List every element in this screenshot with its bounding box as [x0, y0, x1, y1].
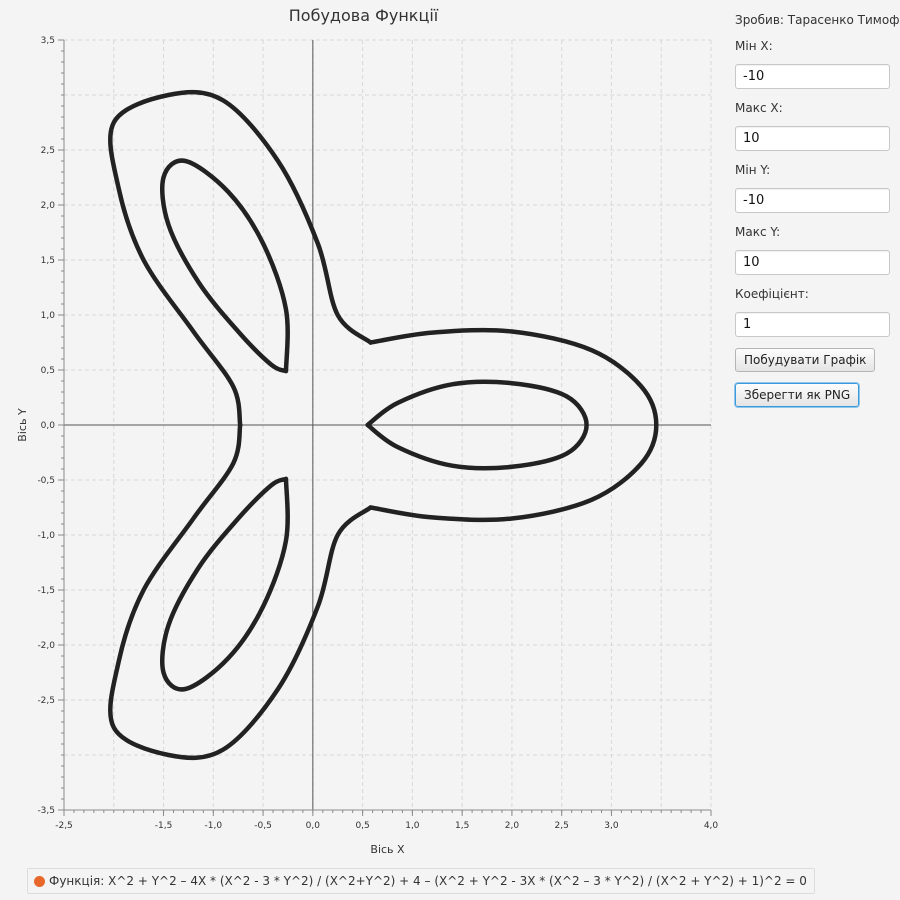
legend-series-dot [34, 875, 45, 887]
chart-title: Побудова Функції [288, 6, 439, 25]
y-tick-label: -2,0 [37, 641, 55, 651]
y-tick-label: 2,5 [41, 146, 55, 156]
curve-inner-loop-lower [160, 476, 290, 692]
min-y-label: Мін Y: [735, 163, 771, 177]
curve-outer-loop-right [368, 327, 659, 523]
min-x-input[interactable] [735, 64, 890, 89]
y-tick-label: 0,0 [41, 421, 56, 431]
max-x-input[interactable] [735, 126, 890, 151]
x-axis-label: Вісь X [370, 843, 405, 856]
chart-legend: Функція: X^2 + Y^2 – 4X * (X^2 - 3 * Y^2… [27, 868, 815, 894]
x-tick-label: 0,0 [306, 821, 321, 831]
x-tick-label: 4,0 [704, 821, 719, 831]
plot-area: -2,5 -1,5 -1,0 -0,5 0,0 0,5 1,0 1,5 2,0 2,5 3,0 4,0… [16, 36, 718, 856]
max-x-label: Макс X: [735, 101, 783, 115]
y-tick-label: 2,0 [41, 201, 56, 211]
curve-inner-loop-right [365, 379, 589, 471]
x-tick-label: 2,5 [555, 821, 569, 831]
curve-layer [108, 89, 659, 761]
y-tick-label: -1,0 [37, 531, 55, 541]
x-tick-label: 0,5 [355, 821, 369, 831]
y-tick-label: 0,5 [41, 366, 55, 376]
y-tick-label: -2,5 [37, 696, 55, 706]
y-tick-label: 1,0 [41, 311, 56, 321]
x-tick-label: -1,0 [205, 821, 223, 831]
x-tick-label: -2,5 [55, 821, 73, 831]
max-y-input[interactable] [735, 250, 890, 275]
tick-layer: -2,5 -1,5 -1,0 -0,5 0,0 0,5 1,0 1,5 2,0 2,5 3,0 4,0… [37, 36, 718, 831]
curve-outer-loop-lower [108, 422, 373, 761]
x-tick-label: 1,0 [405, 821, 420, 831]
curve-outer-loop-upper [108, 89, 373, 428]
y-tick-label: -0,5 [37, 476, 55, 486]
y-tick-label: 3,5 [41, 36, 55, 46]
y-axis-label: Вісь Y [16, 408, 29, 442]
min-y-input[interactable] [735, 188, 890, 213]
y-tick-label: 1,5 [41, 256, 55, 266]
curve-inner-loop-upper [160, 158, 290, 374]
max-y-label: Макс Y: [735, 225, 781, 239]
save-png-button[interactable]: Зберегти як PNG [735, 383, 860, 407]
legend-series-label: Функція: X^2 + Y^2 – 4X * (X^2 - 3 * Y^2… [49, 874, 807, 888]
author-label: Зробив: Тарасенко Тимофій [735, 13, 900, 27]
x-tick-label: 1,5 [455, 821, 469, 831]
min-x-label: Мін X: [735, 39, 773, 53]
x-tick-label: 2,0 [505, 821, 520, 831]
x-tick-label: 3,0 [604, 821, 619, 831]
y-tick-label: -3,5 [37, 806, 55, 816]
x-tick-label: -1,5 [155, 821, 173, 831]
y-tick-label: -1,5 [37, 586, 55, 596]
plot-button[interactable]: Побудувати Графік [735, 348, 876, 372]
coefficient-input[interactable] [735, 312, 890, 337]
coefficient-label: Коефіцієнт: [735, 287, 809, 301]
x-tick-label: -0,5 [254, 821, 272, 831]
